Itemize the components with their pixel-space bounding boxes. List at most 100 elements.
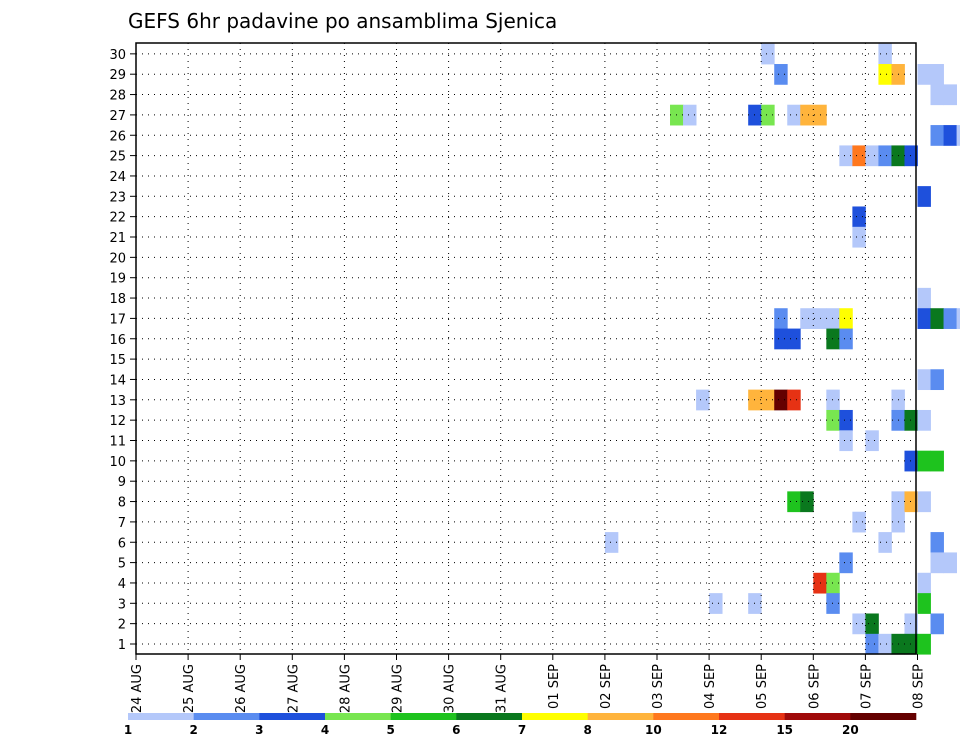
- colorbar-segment: [850, 713, 917, 720]
- heatmap-cell: [943, 84, 957, 106]
- heatmap-cell: [917, 64, 931, 85]
- y-tick-label: 3: [118, 597, 126, 612]
- heatmap-cell: [683, 104, 697, 126]
- heatmap-cells: [604, 43, 960, 655]
- y-tick-label: 6: [118, 536, 126, 551]
- colorbar-segment: [259, 713, 326, 720]
- heatmap-cell: [878, 145, 892, 167]
- heatmap-cell: [930, 369, 944, 391]
- y-tick-label: 22: [109, 211, 126, 226]
- heatmap-cell: [930, 125, 944, 146]
- heatmap-cell: [826, 308, 840, 329]
- y-tick-label: 15: [109, 353, 126, 368]
- heatmap-cell: [904, 633, 918, 655]
- plot-frame: [135, 42, 917, 655]
- heatmap-cell: [774, 308, 788, 329]
- colorbar-label: 12: [711, 723, 728, 737]
- heatmap-cell: [930, 532, 944, 553]
- heatmap-cell: [930, 613, 944, 635]
- heatmap-cell: [709, 593, 723, 614]
- heatmap-cell: [787, 104, 801, 126]
- heatmap-cell: [865, 430, 879, 452]
- colorbar-label: 4: [321, 723, 329, 737]
- heatmap-cell: [917, 491, 931, 513]
- x-axis: 24 AUG 25 AUG 26 AUG 27 AUG 28 AUG 29 AUG 30 A…: [130, 654, 927, 713]
- y-tick-label: 1: [118, 638, 126, 653]
- heatmap-cell: [761, 389, 775, 411]
- heatmap-cell: [930, 552, 944, 574]
- x-tick-label: 06 SEP: [807, 664, 822, 709]
- colorbar-segment: [784, 713, 851, 720]
- colorbar-segment: [456, 713, 523, 720]
- x-tick-label: 02 SEP: [599, 664, 614, 709]
- x-tick-label: 28 AUG: [338, 664, 353, 713]
- heatmap-cell: [800, 104, 814, 126]
- y-tick-label: 11: [109, 435, 126, 450]
- colorbar-segment: [653, 713, 720, 720]
- heatmap-cell: [930, 450, 944, 472]
- y-tick-label: 12: [109, 414, 126, 429]
- heatmap-cell: [904, 491, 918, 513]
- colorbar-label: 7: [518, 723, 526, 737]
- heatmap-cell: [826, 593, 840, 614]
- heatmap-cell: [774, 64, 788, 85]
- colorbar-label: 2: [189, 723, 197, 737]
- y-tick-label: 26: [109, 129, 126, 144]
- y-tick-label: 27: [109, 109, 126, 124]
- heatmap-cell: [852, 613, 866, 635]
- heatmap-cell: [839, 145, 853, 167]
- colorbar-segment: [193, 713, 260, 720]
- y-tick-label: 24: [109, 170, 126, 185]
- heatmap-cell: [878, 532, 892, 553]
- heatmap-cell: [761, 104, 775, 126]
- y-tick-label: 29: [109, 68, 126, 83]
- x-tick-label: 26 AUG: [234, 664, 249, 713]
- heatmap-cell: [774, 328, 788, 350]
- heatmap-cell: [917, 633, 931, 655]
- x-tick-label: 27 AUG: [286, 664, 301, 713]
- y-tick-label: 8: [118, 496, 126, 511]
- y-tick-label: 23: [109, 190, 126, 205]
- colorbar-segment: [128, 713, 194, 720]
- heatmap-cell: [878, 64, 892, 85]
- heatmap-cell: [800, 491, 814, 513]
- heatmap-cell: [787, 491, 801, 513]
- y-tick-label: 10: [109, 455, 126, 470]
- y-tick-label: 28: [109, 89, 126, 104]
- grid-lines: [136, 43, 916, 654]
- heatmap-cell: [826, 409, 840, 431]
- heatmap-cell: [943, 552, 957, 574]
- heatmap-cell: [787, 328, 801, 350]
- y-axis: 1234567891011121314151617181920212223242…: [109, 48, 136, 653]
- heatmap-cell: [930, 308, 944, 329]
- heatmap-cell: [852, 511, 866, 533]
- heatmap-cell: [917, 572, 931, 594]
- heatmap-cell: [696, 389, 710, 411]
- heatmap-cell: [865, 633, 879, 655]
- heatmap-cell: [839, 430, 853, 452]
- colorbar-segment: [719, 713, 785, 720]
- x-tick-label: 25 AUG: [182, 664, 197, 713]
- heatmap-cell: [839, 552, 853, 574]
- y-tick-label: 9: [118, 475, 126, 490]
- heatmap-cell: [826, 328, 840, 350]
- x-tick-label: 01 SEP: [547, 664, 562, 709]
- heatmap-cell: [826, 572, 840, 594]
- colorbar-label: 3: [255, 723, 263, 737]
- heatmap-cell: [878, 43, 892, 65]
- x-tick-label: 08 SEP: [912, 664, 927, 709]
- heatmap-cell: [930, 64, 944, 85]
- y-tick-label: 13: [109, 394, 126, 409]
- heatmap-cell: [852, 226, 866, 248]
- heatmap-cell: [787, 389, 801, 411]
- y-tick-label: 7: [118, 516, 126, 531]
- colorbar-label: 8: [583, 723, 591, 737]
- colorbar-segment: [325, 713, 391, 720]
- heatmap-cell: [800, 308, 814, 329]
- x-tick-label: 04 SEP: [703, 664, 718, 709]
- colorbar-label: 15: [776, 723, 793, 737]
- colorbar-label: 10: [645, 723, 662, 737]
- heatmap-cell: [774, 389, 788, 411]
- y-tick-label: 2: [118, 618, 126, 633]
- y-tick-label: 14: [109, 373, 126, 388]
